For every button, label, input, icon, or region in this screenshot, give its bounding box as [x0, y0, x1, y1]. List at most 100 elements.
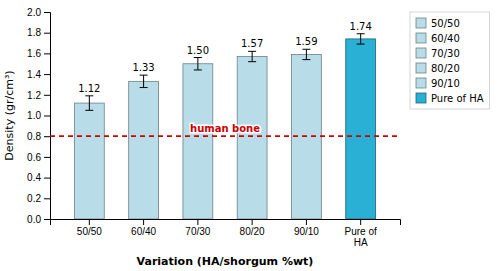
y-tick-label: 0.4 [27, 172, 41, 183]
data-label: 1.50 [187, 45, 209, 56]
x-tick-mark [360, 219, 361, 225]
y-tick: 1.8 [27, 27, 50, 38]
error-bar [85, 96, 93, 110]
legend-item: 60/40 [416, 33, 460, 44]
x-tick-mark [143, 219, 144, 225]
y-tick: 0.0 [27, 214, 50, 225]
y-tick-mark [44, 178, 50, 179]
legend-item: 80/20 [416, 63, 460, 74]
x-tick-mark [89, 219, 90, 225]
x-tick: 70/30 [185, 219, 210, 237]
data-label: 1.12 [78, 83, 100, 94]
legend-label: 60/40 [431, 33, 460, 44]
error-bar-cap [357, 33, 365, 34]
y-tick-mark [44, 198, 50, 199]
y-tick: 1.0 [27, 110, 50, 121]
y-tick-label: 1.8 [27, 27, 41, 38]
y-tick: 0.8 [27, 131, 50, 142]
error-bar [357, 34, 365, 44]
error-bar-stem [89, 96, 90, 110]
legend-label: Pure of HA [431, 93, 484, 104]
chart: 0.00.20.40.60.81.01.21.41.61.82.050/5060… [0, 0, 500, 271]
x-tick-mark [197, 219, 198, 225]
y-tick-mark [44, 219, 50, 220]
error-bar [194, 58, 202, 70]
data-labels: 1.121.331.501.571.591.74human bone [78, 21, 372, 134]
bar [237, 57, 267, 219]
x-tick: Pure ofHA [345, 219, 377, 248]
legend-label: 80/20 [431, 63, 460, 74]
error-bar-cap [248, 61, 256, 62]
legend-swatch [416, 18, 426, 28]
y-tick-label: 1.0 [27, 110, 41, 121]
y-tick-mark [44, 74, 50, 75]
marks [50, 34, 400, 219]
legend-item: 90/10 [416, 78, 460, 89]
x-tick: 80/20 [240, 219, 265, 237]
legend-item: 50/50 [416, 18, 460, 29]
y-tick-mark [44, 136, 50, 137]
x-tick-mark [306, 219, 307, 225]
y-tick: 0.4 [27, 172, 50, 183]
y-tick: 0.2 [27, 193, 50, 204]
x-tick: 50/50 [77, 219, 102, 237]
legend-item: 70/30 [416, 48, 460, 59]
x-axis-title: Variation (HA/shorgum %wt) [137, 255, 314, 268]
y-tick-label: 0.2 [27, 193, 41, 204]
y-tick: 1.4 [27, 69, 50, 80]
error-bar [248, 51, 256, 61]
x-tick-mark [252, 219, 253, 225]
y-tick-label: 0.6 [27, 152, 41, 163]
y-tick: 1.6 [27, 48, 50, 59]
y-tick-mark [44, 157, 50, 158]
y-axis-line [44, 13, 51, 220]
x-tick-label: 60/40 [131, 226, 156, 237]
annotation-label: human bone [190, 123, 260, 134]
bar [346, 39, 376, 219]
error-bar-cap [302, 49, 310, 50]
error-bar-cap [85, 95, 93, 96]
legend: 50/50 60/40 70/30 80/20 90/10 Pure of HA [410, 12, 490, 109]
legend-label: 70/30 [431, 48, 460, 59]
data-label: 1.57 [241, 38, 263, 49]
error-bar-stem [360, 34, 361, 44]
legend-label: 90/10 [431, 78, 460, 89]
bar [74, 103, 104, 219]
x-axis: 50/50 60/40 70/30 80/20 90/10 Pure ofHA [51, 219, 401, 248]
x-tick-label: 90/10 [294, 226, 319, 237]
legend-swatch [416, 33, 426, 43]
y-axis-title: Density (gr/cm³) [3, 70, 16, 160]
bar [183, 64, 213, 219]
bar [129, 81, 159, 219]
error-bar-stem [143, 75, 144, 87]
legend-swatch [416, 78, 426, 88]
plot: 0.00.20.40.60.81.01.21.41.61.82.050/5060… [27, 7, 400, 248]
error-bar-stem [306, 49, 307, 59]
error-bar-cap [194, 57, 202, 58]
y-tick-label: 0.0 [27, 214, 41, 225]
y-tick-label: 0.8 [27, 131, 41, 142]
y-tick-label: 1.2 [27, 90, 41, 101]
error-bar [140, 75, 148, 87]
legend-item: Pure of HA [416, 93, 484, 104]
error-bar-cap [85, 110, 93, 111]
error-bar-cap [194, 69, 202, 70]
y-tick-label: 1.6 [27, 48, 41, 59]
error-bar-cap [357, 44, 365, 45]
y-tick: 0.6 [27, 152, 50, 163]
legend-swatch [416, 48, 426, 58]
y-tick: 1.2 [27, 90, 50, 101]
error-bar [302, 49, 310, 59]
error-bar-stem [252, 51, 253, 61]
legend-swatch [416, 93, 426, 103]
error-bar-cap [140, 87, 148, 88]
x-tick-label: 50/50 [77, 226, 102, 237]
y-axis: 0.00.20.40.60.81.01.21.41.61.82.0 [27, 7, 50, 225]
error-bar-cap [302, 59, 310, 60]
y-tick-label: 1.4 [27, 69, 41, 80]
x-tick-label: 70/30 [185, 226, 210, 237]
error-bar-cap [140, 75, 148, 76]
x-tick-label: 80/20 [240, 226, 265, 237]
reference-line [50, 135, 400, 137]
data-label: 1.74 [350, 21, 372, 32]
